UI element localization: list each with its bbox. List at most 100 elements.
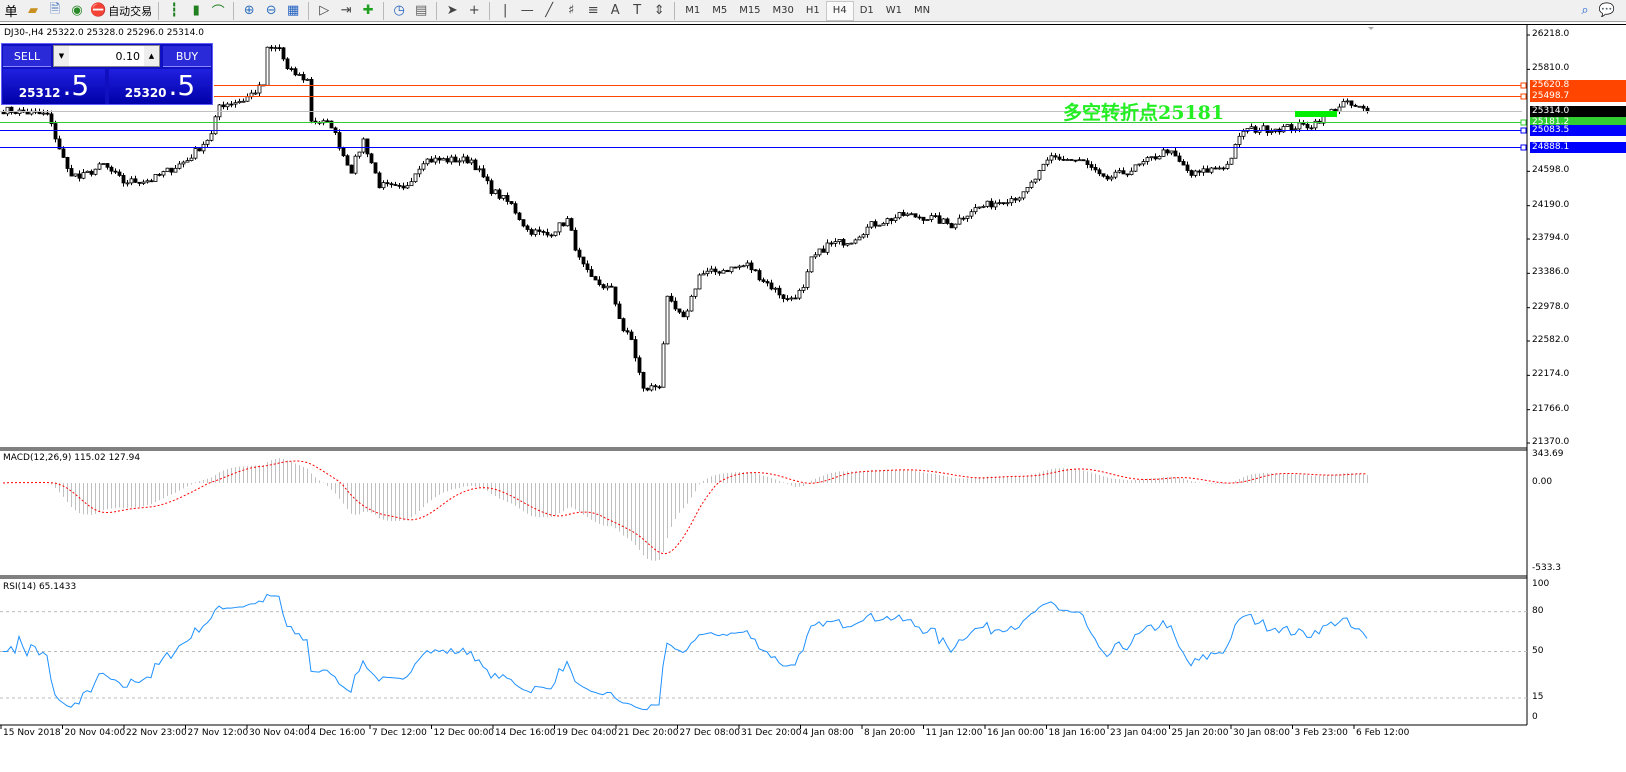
time-axis-label: 4 Dec 16:00 <box>310 728 366 738</box>
buy-price-button[interactable]: 25320.5 <box>109 69 211 104</box>
vertical-line-button[interactable]: | <box>494 1 516 21</box>
candle-bearish <box>69 168 74 177</box>
candle-bullish <box>837 239 842 242</box>
candle-bullish <box>1169 150 1174 154</box>
tile-windows-button[interactable]: ▦ <box>282 1 304 21</box>
timeframe-h1[interactable]: H1 <box>805 5 820 16</box>
candle-bullish <box>877 224 882 227</box>
candle-bullish <box>173 167 178 173</box>
add-indicator-button[interactable]: ✚ <box>357 1 379 21</box>
candle-bearish <box>365 138 370 155</box>
fibonacci-button[interactable]: ♯ <box>560 1 582 21</box>
candle-bullish <box>857 236 862 241</box>
horizontal-line-button[interactable]: — <box>516 1 538 21</box>
candle-bearish <box>961 217 966 220</box>
candle-bearish <box>57 138 62 150</box>
autotrade-button[interactable]: ⛔ 自动交易 <box>88 1 154 21</box>
chart-shift-button[interactable]: ⇥ <box>335 1 357 21</box>
timeframe-m1[interactable]: M1 <box>685 5 701 16</box>
cursor-icon: ➤ <box>446 3 458 18</box>
candle-bearish <box>749 262 754 271</box>
timeframe-d1[interactable]: D1 <box>859 5 874 16</box>
candle-bearish <box>761 279 766 282</box>
candle-bullish <box>73 173 78 177</box>
candle-bearish <box>757 270 762 281</box>
text-label-button[interactable]: T <box>626 1 648 21</box>
periods-button[interactable]: ◷ <box>388 1 410 21</box>
chart-window[interactable] <box>0 24 1626 772</box>
lot-increase-icon[interactable]: ▲ <box>144 46 159 66</box>
timeframe-w1[interactable]: W1 <box>885 5 902 16</box>
candle-bullish <box>361 138 366 153</box>
candle-chart-button[interactable]: ▮ <box>185 1 207 21</box>
candle-bearish <box>681 311 686 318</box>
line-chart-button[interactable]: ⌒ <box>207 1 229 21</box>
candle-chart-icon: ▮ <box>192 3 200 18</box>
menu-stub[interactable]: 单 <box>4 5 18 20</box>
time-axis-label: 27 Nov 12:00 <box>187 728 249 738</box>
orders-button[interactable]: ▰ <box>22 1 44 21</box>
timeframe-m15[interactable]: M15 <box>739 5 761 16</box>
lot-size-value[interactable]: 0.10 <box>115 49 141 63</box>
candle-bullish <box>533 229 538 235</box>
text-button[interactable]: A <box>604 1 626 21</box>
line-handle-icon <box>1520 144 1527 151</box>
fibo-levels-button[interactable]: ≡ <box>582 1 604 21</box>
trendline-button[interactable]: ╱ <box>538 1 560 21</box>
macd-axis-label: 343.69 <box>1532 449 1564 459</box>
history-button[interactable]: 🗎 <box>44 1 66 21</box>
candle-bearish <box>337 132 342 149</box>
zoom-in-icon: ⊕ <box>243 3 255 18</box>
buy-button[interactable]: BUY <box>163 46 211 67</box>
templates-button[interactable]: ▤ <box>410 1 432 21</box>
candle-bearish <box>53 123 58 140</box>
candle-bullish <box>1241 130 1246 137</box>
candle-bullish <box>297 74 302 76</box>
candle-bearish <box>329 120 334 129</box>
candle-bearish <box>1081 159 1086 162</box>
periods-icon: ◷ <box>393 3 405 18</box>
timeframe-m30[interactable]: M30 <box>772 5 794 16</box>
candle-bullish <box>1225 163 1230 169</box>
signal-button[interactable]: ◉ <box>66 1 88 21</box>
candle-bullish <box>849 242 854 245</box>
horizontal-line-icon: — <box>520 3 534 18</box>
lot-size-field[interactable]: ▼ 0.10 ▲ <box>53 45 160 67</box>
sell-button[interactable]: SELL <box>3 46 51 67</box>
chat-icon[interactable]: 💬 <box>1598 3 1616 18</box>
bar-chart-button[interactable]: ┇ <box>163 1 185 21</box>
cursor-button[interactable]: ➤ <box>441 1 463 21</box>
toolbar-separator <box>308 1 310 20</box>
sell-price-button[interactable]: 25312.5 <box>3 69 105 104</box>
arrows-button[interactable]: ⇕ <box>648 1 670 21</box>
candle-bearish <box>613 286 618 305</box>
candle-bearish <box>913 213 918 218</box>
timeframe-mn[interactable]: MN <box>914 5 931 16</box>
timeframe-h4[interactable]: H4 <box>825 0 854 21</box>
candle-bearish <box>397 184 402 187</box>
candle-bearish <box>269 46 274 49</box>
candle-bullish <box>265 46 270 86</box>
candle-bullish <box>985 200 990 207</box>
candle-bearish <box>1053 155 1058 158</box>
price-axis-label: 22174.0 <box>1532 369 1570 380</box>
crosshair-button[interactable]: + <box>463 1 485 21</box>
toolbar-separator <box>233 1 235 20</box>
candle-bearish <box>1085 160 1090 165</box>
autoscroll-button[interactable]: ▷ <box>313 1 335 21</box>
candle-bullish <box>1201 168 1206 173</box>
candle-bullish <box>813 254 818 258</box>
lot-decrease-icon[interactable]: ▼ <box>54 46 69 66</box>
candle-bearish <box>609 285 614 288</box>
zoom-out-button[interactable]: ⊖ <box>260 1 282 21</box>
candle-bullish <box>233 102 238 105</box>
candle-bearish <box>1185 164 1190 171</box>
search-icon[interactable]: ⌕ <box>1581 3 1589 18</box>
zoom-in-button[interactable]: ⊕ <box>238 1 260 21</box>
timeframe-m5[interactable]: M5 <box>712 5 728 16</box>
candle-bearish <box>641 371 646 389</box>
time-axis-label: 7 Dec 12:00 <box>372 728 427 738</box>
candle-bullish <box>1229 157 1234 165</box>
candle-bearish <box>601 284 606 289</box>
